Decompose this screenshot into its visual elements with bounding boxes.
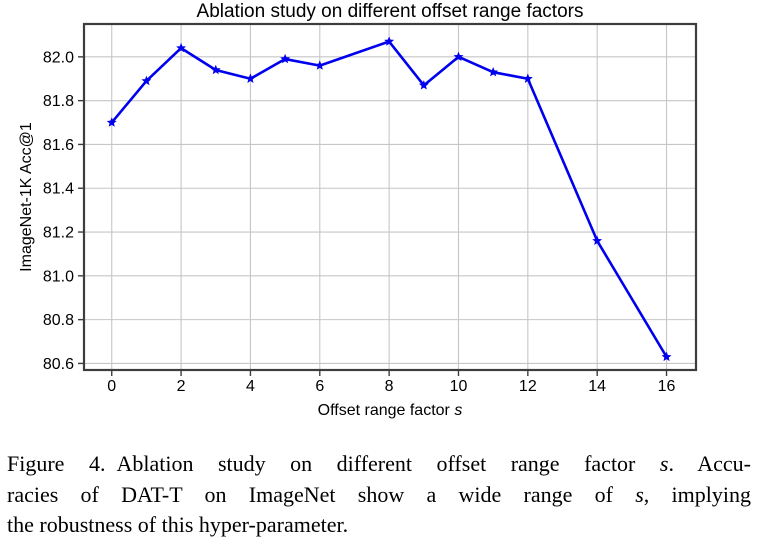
- caption-line-3: the robustness of this hyper-parameter.: [7, 510, 751, 541]
- tick-labels: 0 2 4 6 8 10 12 14 16 80.6 80.8 81.0 81.2 81.4 81.6 81.…: [43, 49, 676, 395]
- data-point-marker: [453, 51, 464, 62]
- tick-marks: [78, 56, 668, 376]
- data-line: [110, 40, 668, 358]
- ablation-chart: 0 2 4 6 8 10 12 14 16 80.6 80.8 81.0 81.2 81.4 81.6 81.…: [18, 1, 698, 419]
- data-point-marker: [141, 75, 152, 86]
- chart-area: 0 2 4 6 8 10 12 14 16 80.6 80.8 81.0 81.2 81.4 81.6 81.…: [18, 1, 698, 419]
- data-point-marker: [384, 36, 395, 46]
- y-tick-label: 81.8: [43, 93, 74, 110]
- data-point-marker: [592, 235, 603, 245]
- y-tick-label: 82.0: [43, 49, 74, 66]
- figure-caption: Figure 4. Ablation study on different of…: [7, 449, 751, 541]
- caption-math-s: s: [659, 451, 669, 476]
- caption-text: , implying: [643, 481, 752, 507]
- data-point-marker: [245, 73, 256, 83]
- caption-math-s: s: [635, 481, 644, 507]
- y-tick-label: 81.2: [43, 225, 74, 242]
- x-tick-label: 12: [519, 378, 537, 395]
- x-tick-label: 4: [246, 378, 255, 395]
- x-tick-label: 16: [658, 378, 676, 395]
- y-axis-label: ImageNet-1K Acc@1: [18, 122, 35, 272]
- data-point-marker: [314, 60, 325, 70]
- data-point-marker: [488, 66, 499, 77]
- x-tick-label: 0: [107, 378, 116, 395]
- y-tick-label: 81.0: [43, 268, 74, 285]
- caption-text: . Accu-: [668, 451, 751, 476]
- y-tick-label: 80.6: [43, 356, 74, 373]
- data-point-marker: [661, 351, 672, 362]
- caption-text: Figure 4. Ablation study on different of…: [7, 451, 660, 476]
- plot-border: [82, 22, 698, 372]
- gridlines: [84, 24, 696, 370]
- y-tick-label: 81.6: [43, 137, 74, 154]
- data-point-marker: [280, 53, 291, 64]
- data-point-marker: [418, 80, 429, 90]
- x-tick-label: 14: [588, 378, 606, 395]
- caption-text: racies of DAT-T on ImageNet show a wide …: [7, 481, 636, 507]
- data-point-marker: [210, 64, 221, 75]
- y-tick-label: 81.4: [43, 181, 74, 198]
- caption-text: the robustness of this hyper-parameter.: [7, 512, 349, 537]
- x-axis-label: Offset range factor s: [318, 402, 463, 419]
- data-point-marker: [106, 117, 117, 127]
- caption-line-1: Figure 4. Ablation study on different of…: [7, 449, 751, 480]
- x-tick-label: 6: [315, 378, 324, 395]
- data-point-marker: [522, 73, 533, 83]
- caption-line-2: racies of DAT-T on ImageNet show a wide …: [7, 480, 751, 511]
- x-tick-label: 8: [385, 378, 394, 395]
- data-markers: [106, 36, 672, 362]
- data-point-marker: [176, 42, 187, 53]
- x-tick-label: 2: [177, 378, 186, 395]
- y-tick-label: 80.8: [43, 312, 74, 329]
- chart-title: Ablation study on different offset range…: [197, 1, 584, 22]
- x-tick-label: 10: [450, 378, 468, 395]
